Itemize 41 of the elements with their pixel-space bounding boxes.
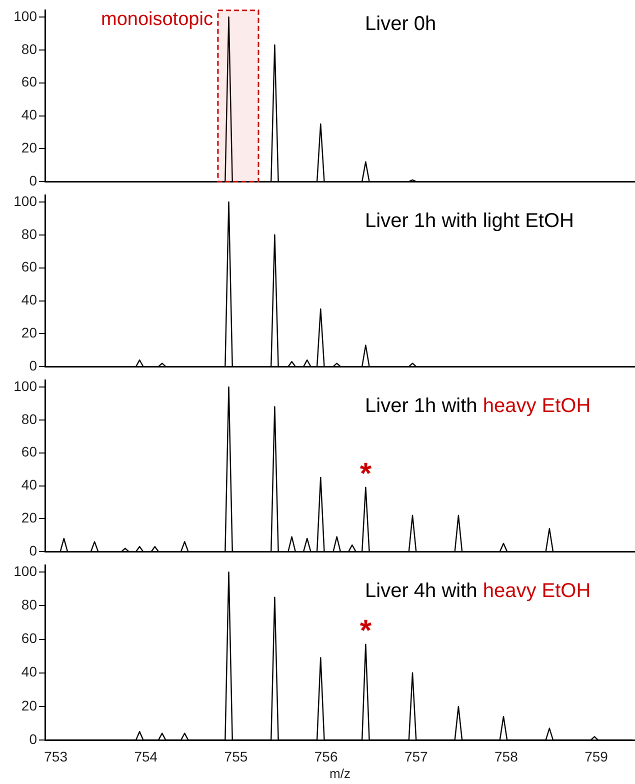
text: heavy EtOH xyxy=(482,580,591,602)
y-tick-label: 60 xyxy=(21,74,38,90)
x-tick-label: 753 xyxy=(44,748,68,764)
y-tick-label: 20 xyxy=(21,510,38,526)
y-tick-label: 20 xyxy=(21,697,38,714)
x-tick-label: 754 xyxy=(134,748,158,764)
x-tick-label: 759 xyxy=(584,748,608,764)
y-tick-label: 60 xyxy=(21,630,38,646)
annotation: * xyxy=(360,458,372,491)
x-axis-title: m/z xyxy=(330,766,350,781)
y-tick-label: 40 xyxy=(21,664,38,680)
y-tick-label: 100 xyxy=(14,192,38,209)
y-tick-label: 100 xyxy=(14,8,38,24)
y-tick-label: 0 xyxy=(29,730,38,747)
x-tick-label: 756 xyxy=(314,748,338,764)
x-tick-label: 757 xyxy=(404,748,428,764)
y-tick-label: 80 xyxy=(21,40,38,57)
y-tick-label: 0 xyxy=(29,172,38,188)
band-label: monoisotopic xyxy=(100,9,213,30)
y-tick-label: 100 xyxy=(14,378,38,394)
y-tick-label: 60 xyxy=(21,444,38,460)
y-tick-label: 80 xyxy=(21,226,38,242)
y-tick-label: 0 xyxy=(29,357,38,374)
y-tick-label: 80 xyxy=(21,410,38,427)
y-tick-label: 20 xyxy=(21,140,38,156)
y-tick-label: 40 xyxy=(21,476,38,493)
text: Liver 4h with xyxy=(365,580,478,602)
chart-title: Liver 0h xyxy=(365,12,436,35)
text: Liver 1h with xyxy=(365,394,478,417)
y-tick-label: 0 xyxy=(29,542,38,558)
y-tick-label: 40 xyxy=(21,106,38,123)
y-tick-label: 80 xyxy=(21,596,38,613)
y-tick-label: 100 xyxy=(14,562,38,579)
text: heavy EtOH xyxy=(482,394,591,417)
y-tick-label: 60 xyxy=(21,258,38,275)
text: Liver 1h with light EtOH xyxy=(365,210,574,232)
x-tick-label: 758 xyxy=(494,748,518,764)
x-tick-label: 755 xyxy=(224,748,248,764)
y-tick-label: 20 xyxy=(21,324,38,341)
y-tick-label: 40 xyxy=(21,292,38,308)
annotation: * xyxy=(360,614,372,648)
